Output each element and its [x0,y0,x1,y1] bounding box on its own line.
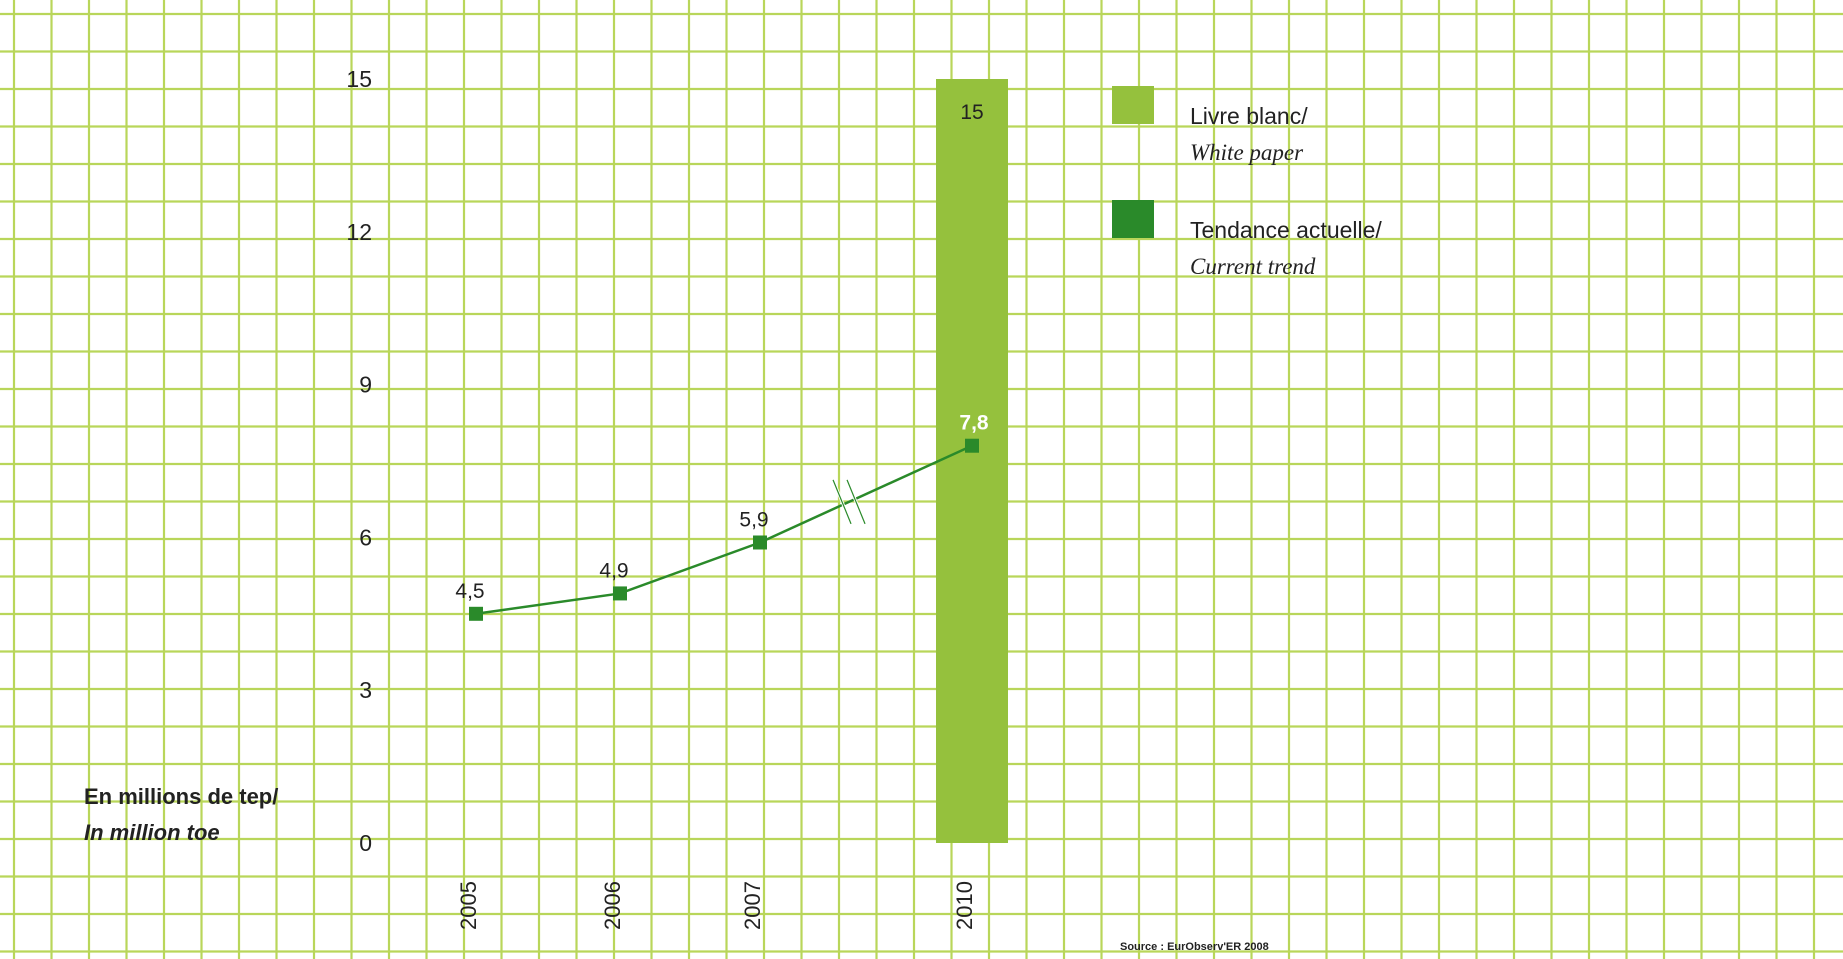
trend-point-2007 [753,535,767,550]
line-series: 4,5 4,9 5,9 7,8 [455,412,989,621]
trend-value-label-2010: 7,8 [959,412,989,435]
trend-value-label-2007: 5,9 [739,508,768,531]
x-tick-label: 2005 [456,881,481,930]
unit-label: En millions de tep/ In million toe [84,784,278,845]
trend-line [475,444,973,616]
legend-label-current-trend: Tendance actuelle/ [1190,217,1382,243]
source-note: Source : EurObserv'ER 2008 [1120,941,1269,953]
trend-value-label-2005: 4,5 [455,580,484,603]
legend-label-current-trend-en: Current trend [1190,254,1316,279]
trend-point-2006 [613,586,627,601]
x-axis-ticks: 2005 2006 2007 2010 [456,881,977,930]
bar-value-label: 15 [960,101,983,124]
y-tick-label: 3 [359,677,372,703]
bar-series: 15 [936,79,1008,843]
trend-value-label-2006: 4,9 [599,559,628,582]
y-tick-label: 6 [359,524,372,550]
legend-label-white-paper: Livre blanc/ [1190,103,1308,129]
x-tick-label: 2010 [952,881,977,930]
unit-label-en: In million toe [84,820,220,845]
legend-swatch-white-paper [1112,86,1154,124]
unit-label-fr: En millions de tep/ [84,784,278,809]
trend-point-2005 [469,606,483,621]
x-tick-label: 2006 [600,881,625,930]
y-tick-label: 15 [346,66,372,92]
trend-point-2010 [965,438,979,453]
y-axis-ticks: 0 3 6 9 12 15 [346,66,372,856]
axis-break-mark-edge [832,479,852,525]
legend-swatch-current-trend [1112,200,1154,238]
bar-2010-white-paper [936,79,1008,843]
y-tick-label: 12 [346,219,372,245]
x-tick-label: 2007 [740,881,765,930]
axis-break-mark-edge [846,479,866,525]
legend-label-white-paper-en: White paper [1190,140,1304,165]
legend: Livre blanc/ White paper Tendance actuel… [1112,86,1382,279]
y-tick-label: 0 [359,830,372,856]
y-tick-label: 9 [359,372,372,398]
